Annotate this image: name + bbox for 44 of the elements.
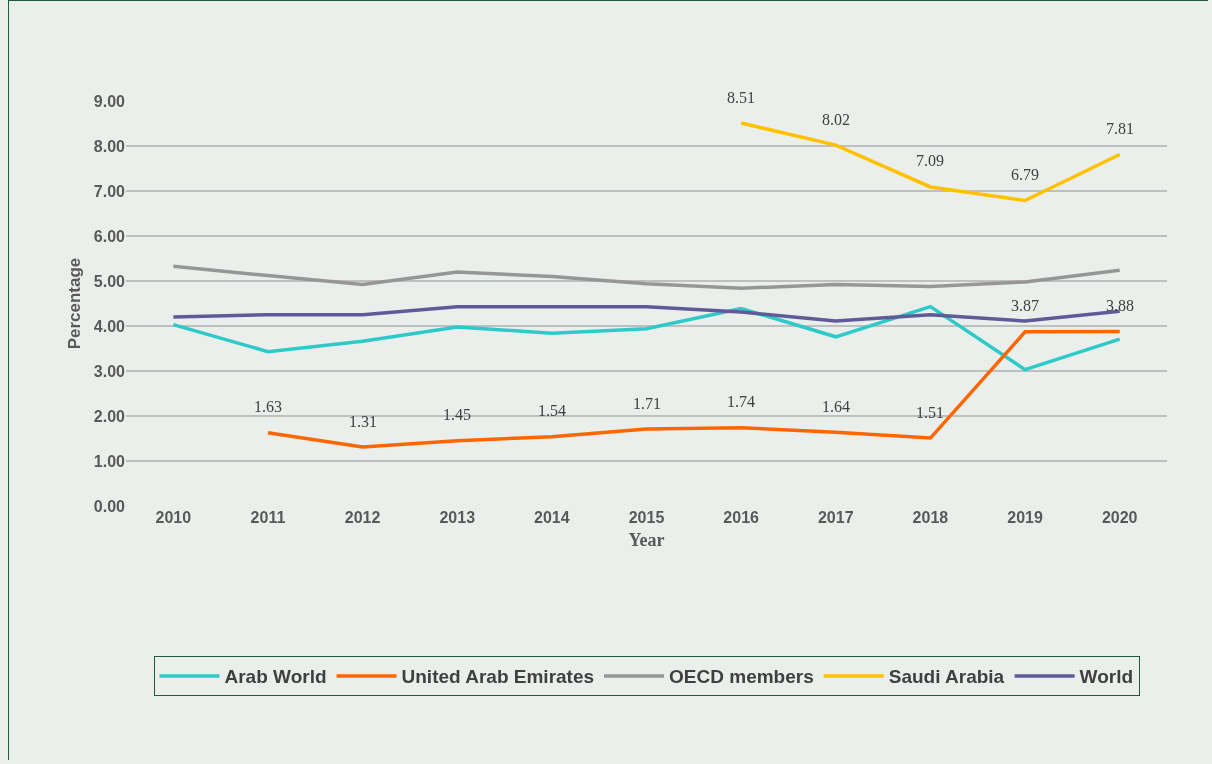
y-axis-title: Percentage (65, 257, 85, 350)
data-label: 1.51 (916, 404, 944, 421)
data-label: 3.88 (1106, 297, 1134, 314)
y-tick-label: 2.00 (93, 407, 126, 425)
data-label: 1.31 (349, 413, 377, 430)
data-label: 7.81 (1106, 120, 1134, 137)
y-tick-label: 9.00 (93, 92, 126, 110)
x-tick-label: 2016 (723, 509, 760, 526)
data-label: 6.79 (1011, 166, 1039, 183)
x-tick-label: 2012 (344, 509, 381, 526)
x-tick-label: 2018 (912, 509, 949, 526)
x-tick-label: 2010 (155, 509, 192, 526)
x-tick-label: 2019 (1007, 509, 1043, 526)
y-tick-label: 8.00 (93, 137, 126, 155)
y-tick-label: 4.00 (93, 317, 126, 335)
data-label: 7.09 (916, 152, 944, 169)
y-tick-label: 7.00 (93, 182, 126, 200)
data-label: 1.54 (538, 402, 566, 419)
legend-label: United Arab Emirates (401, 666, 595, 688)
x-tick-label: 2015 (628, 509, 665, 526)
legend-label: Arab World (224, 666, 327, 688)
legend-label: Saudi Arabia (888, 666, 1005, 688)
data-label: 8.51 (727, 89, 755, 106)
data-label: 8.02 (822, 111, 850, 128)
x-tick-label: 2014 (534, 509, 570, 526)
x-tick-label: 2020 (1101, 509, 1138, 526)
x-axis-title: Year (628, 530, 665, 551)
line-series (171, 264, 1122, 290)
data-label: 1.45 (443, 406, 471, 423)
data-label: 1.63 (254, 398, 282, 415)
legend-label: OECD members (669, 666, 814, 688)
x-tick-label: 2011 (250, 509, 286, 526)
y-tick-label: 6.00 (93, 227, 126, 245)
data-label: 1.64 (822, 398, 850, 415)
data-label: 3.87 (1011, 297, 1039, 314)
legend-label: World (1079, 666, 1134, 688)
x-tick-label: 2013 (439, 509, 476, 526)
y-tick-label: 5.00 (93, 272, 126, 290)
y-tick-label: 0.00 (93, 497, 126, 515)
y-tick-label: 3.00 (93, 362, 126, 380)
x-tick-label: 2017 (817, 509, 854, 526)
data-label: 1.71 (633, 395, 661, 412)
data-label: 1.74 (727, 393, 755, 410)
y-tick-label: 1.00 (93, 452, 126, 470)
